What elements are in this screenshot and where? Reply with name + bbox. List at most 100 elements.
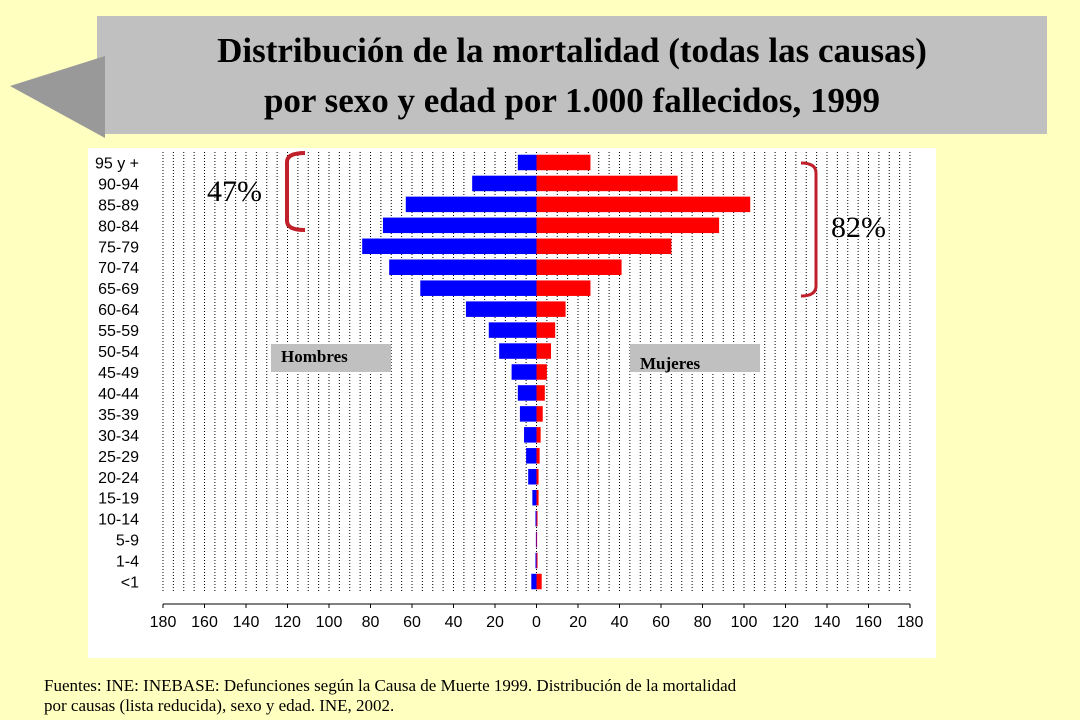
bar-mujeres-40-44 (536, 385, 545, 401)
bar-hombres-45-49 (511, 364, 537, 380)
y-tick-label: 50-54 (98, 344, 139, 361)
y-tick-label: 20-24 (98, 470, 139, 487)
bar-hombres-5-9 (535, 531, 537, 548)
y-tick-label: 1-4 (116, 554, 139, 571)
decorative-triangle (10, 56, 105, 138)
source-note: Fuentes: INE: INEBASE: Defunciones según… (44, 676, 944, 716)
bar-mujeres-45-49 (536, 364, 547, 380)
bar-mujeres-90-94 (536, 175, 678, 192)
bar-mujeres-50-54 (536, 343, 552, 359)
x-tick-label: 80 (362, 614, 380, 631)
title-banner (97, 16, 1047, 134)
bar-hombres-1-4 (535, 552, 537, 569)
bar-mujeres-35-39 (536, 406, 543, 422)
bar-hombres-20-24 (528, 469, 537, 485)
bar-mujeres-65-69 (536, 280, 591, 296)
y-tick-label: 45-49 (98, 365, 139, 382)
bar-hombres-65-69 (420, 280, 537, 296)
bar-hombres-25-29 (526, 448, 537, 464)
y-tick-label: 70-74 (98, 260, 139, 277)
annotation-82-percent: 82% (831, 211, 886, 244)
bar-hombres-30-34 (524, 427, 537, 443)
bar-mujeres-10-14 (536, 510, 538, 527)
y-tick-label: 40-44 (98, 386, 139, 403)
bar-mujeres-55-59 (536, 322, 556, 338)
bar-hombres-55-59 (488, 322, 537, 338)
title-line-1: Distribución de la mortalidad (todas las… (217, 31, 927, 70)
x-tick-label: 0 (532, 614, 541, 631)
x-tick-label: 160 (855, 614, 882, 631)
population-pyramid-chart: 95 y + 90-94 85-89 80-84 75-79 70-74 65-69 60-6… (88, 148, 936, 658)
x-tick-label: 20 (486, 614, 504, 631)
y-tick-label: 10-14 (98, 512, 139, 529)
y-tick-label: 35-39 (98, 407, 139, 424)
x-tick-label: 140 (814, 614, 841, 631)
bar-hombres-95 y + (517, 154, 537, 171)
x-tick-label: 180 (150, 614, 177, 631)
x-tick-label: 120 (274, 614, 301, 631)
bar-mujeres-<1 (536, 573, 542, 590)
bar-mujeres-15-19 (536, 489, 539, 506)
x-tick-label: 40 (445, 614, 463, 631)
title-line-2: por sexo y edad por 1.000 fallecidos, 19… (263, 81, 881, 120)
source-line-1: Fuentes: INE: INEBASE: Defunciones según… (44, 676, 737, 695)
legend-box-hombres (271, 344, 391, 372)
bar-hombres-15-19 (532, 489, 537, 506)
bar-hombres-40-44 (517, 385, 537, 401)
x-tick-label: 80 (694, 614, 712, 631)
y-tick-label: 60-64 (98, 302, 139, 319)
source-line-2: por causas (lista reducida), sexo y edad… (44, 696, 395, 715)
bar-mujeres-20-24 (536, 469, 539, 485)
bar-mujeres-95 y + (536, 154, 591, 171)
x-tick-label: 20 (569, 614, 587, 631)
y-tick-label: 30-34 (98, 428, 139, 445)
bar-mujeres-30-34 (536, 427, 541, 443)
bar-mujeres-25-29 (536, 448, 540, 464)
x-tick-label: 60 (403, 614, 421, 631)
bar-hombres-35-39 (519, 406, 537, 422)
chart-canvas: 95 y + 90-94 85-89 80-84 75-79 70-74 65-69 60-6… (95, 151, 924, 631)
x-tick-label: 100 (731, 614, 758, 631)
bar-hombres-70-74 (389, 259, 537, 275)
x-tick-label: 160 (191, 614, 218, 631)
y-tick-label: 15-19 (98, 491, 139, 508)
y-tick-label: 85-89 (98, 197, 139, 214)
bracket-right-annotation (800, 161, 818, 298)
y-tick-label: <1 (121, 575, 139, 592)
bar-mujeres-80-84 (536, 217, 720, 234)
bar-hombres-85-89 (405, 196, 537, 213)
x-tick-label: 100 (316, 614, 343, 631)
bar-hombres-90-94 (472, 175, 537, 192)
page-title: Distribución de la mortalidad (todas las… (97, 26, 1047, 126)
y-tick-label: 55-59 (98, 323, 139, 340)
y-tick-label: 25-29 (98, 449, 139, 466)
legend-box-mujeres (630, 344, 760, 372)
bar-hombres-10-14 (535, 510, 537, 527)
x-tick-label: 180 (897, 614, 924, 631)
annotation-47-percent: 47% (207, 175, 262, 208)
y-tick-label: 75-79 (98, 239, 139, 256)
bar-hombres-<1 (531, 573, 537, 590)
legend-label-mujeres: Mujeres (640, 354, 700, 373)
bar-mujeres-70-74 (536, 259, 622, 275)
y-tick-label: 95 y + (95, 155, 139, 172)
bar-hombres-50-54 (499, 343, 537, 359)
bar-mujeres-60-64 (536, 301, 566, 317)
x-tick-label: 60 (652, 614, 670, 631)
x-tick-label: 40 (611, 614, 629, 631)
bar-hombres-80-84 (382, 217, 537, 234)
y-tick-label: 65-69 (98, 281, 139, 298)
bar-hombres-75-79 (362, 238, 537, 255)
bar-mujeres-1-4 (536, 552, 538, 569)
x-tick-label: 120 (772, 614, 799, 631)
y-tick-label: 90-94 (98, 176, 139, 193)
bar-hombres-60-64 (465, 301, 537, 317)
y-tick-label: 80-84 (98, 218, 139, 235)
legend-label-hombres: Hombres (281, 347, 348, 366)
bar-mujeres-5-9 (536, 531, 538, 548)
x-tick-label: 140 (233, 614, 260, 631)
bar-mujeres-75-79 (536, 238, 672, 255)
y-tick-label: 5-9 (116, 533, 139, 550)
bar-mujeres-85-89 (536, 196, 751, 213)
bracket-left-annotation (285, 151, 306, 232)
